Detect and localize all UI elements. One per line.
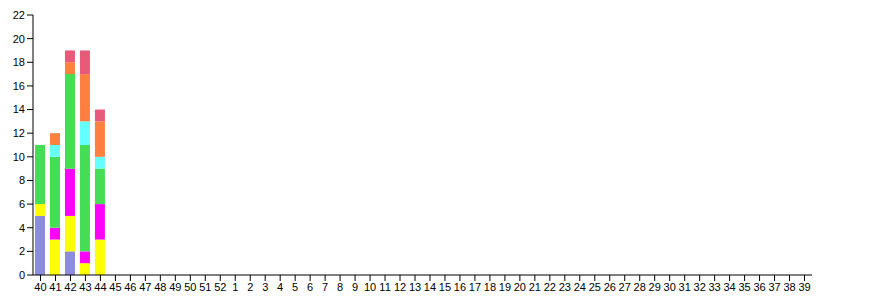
svg-text:10: 10: [364, 281, 376, 293]
svg-text:7: 7: [322, 281, 328, 293]
svg-text:2: 2: [19, 245, 25, 257]
svg-text:38: 38: [783, 281, 795, 293]
svg-text:27: 27: [619, 281, 631, 293]
svg-text:48: 48: [154, 281, 166, 293]
svg-text:28: 28: [634, 281, 646, 293]
svg-text:29: 29: [649, 281, 661, 293]
svg-text:19: 19: [499, 281, 511, 293]
svg-text:22: 22: [544, 281, 556, 293]
svg-text:10: 10: [13, 151, 25, 163]
svg-text:30: 30: [664, 281, 676, 293]
svg-text:41: 41: [49, 281, 61, 293]
svg-text:47: 47: [139, 281, 151, 293]
svg-text:43: 43: [79, 281, 91, 293]
svg-text:4: 4: [277, 281, 283, 293]
svg-text:37: 37: [768, 281, 780, 293]
svg-text:8: 8: [19, 174, 25, 186]
svg-text:6: 6: [307, 281, 313, 293]
svg-text:0: 0: [19, 269, 25, 281]
svg-text:1: 1: [232, 281, 238, 293]
svg-text:6: 6: [19, 198, 25, 210]
svg-text:20: 20: [514, 281, 526, 293]
svg-text:44: 44: [94, 281, 106, 293]
svg-text:4: 4: [19, 222, 25, 234]
svg-text:36: 36: [753, 281, 765, 293]
svg-text:18: 18: [13, 56, 25, 68]
svg-text:20: 20: [13, 33, 25, 45]
svg-text:40: 40: [34, 281, 46, 293]
svg-text:50: 50: [184, 281, 196, 293]
svg-text:52: 52: [214, 281, 226, 293]
svg-text:25: 25: [589, 281, 601, 293]
svg-text:13: 13: [409, 281, 421, 293]
svg-text:21: 21: [529, 281, 541, 293]
svg-text:23: 23: [559, 281, 571, 293]
svg-text:46: 46: [124, 281, 136, 293]
svg-text:18: 18: [484, 281, 496, 293]
svg-text:15: 15: [439, 281, 451, 293]
svg-text:8: 8: [337, 281, 343, 293]
svg-text:35: 35: [738, 281, 750, 293]
svg-text:22: 22: [13, 9, 25, 21]
svg-text:31: 31: [679, 281, 691, 293]
svg-text:26: 26: [604, 281, 616, 293]
svg-text:16: 16: [13, 80, 25, 92]
svg-text:14: 14: [13, 103, 25, 115]
svg-text:49: 49: [169, 281, 181, 293]
svg-text:12: 12: [394, 281, 406, 293]
svg-text:14: 14: [424, 281, 436, 293]
svg-text:2: 2: [247, 281, 253, 293]
svg-text:12: 12: [13, 127, 25, 139]
svg-text:24: 24: [574, 281, 586, 293]
svg-text:32: 32: [694, 281, 706, 293]
svg-text:5: 5: [292, 281, 298, 293]
svg-text:3: 3: [262, 281, 268, 293]
svg-text:45: 45: [109, 281, 121, 293]
svg-text:51: 51: [199, 281, 211, 293]
svg-text:33: 33: [709, 281, 721, 293]
svg-text:9: 9: [352, 281, 358, 293]
svg-text:11: 11: [379, 281, 390, 293]
svg-text:42: 42: [64, 281, 76, 293]
svg-text:16: 16: [454, 281, 466, 293]
svg-text:34: 34: [723, 281, 735, 293]
svg-text:17: 17: [469, 281, 481, 293]
svg-text:39: 39: [798, 281, 810, 293]
